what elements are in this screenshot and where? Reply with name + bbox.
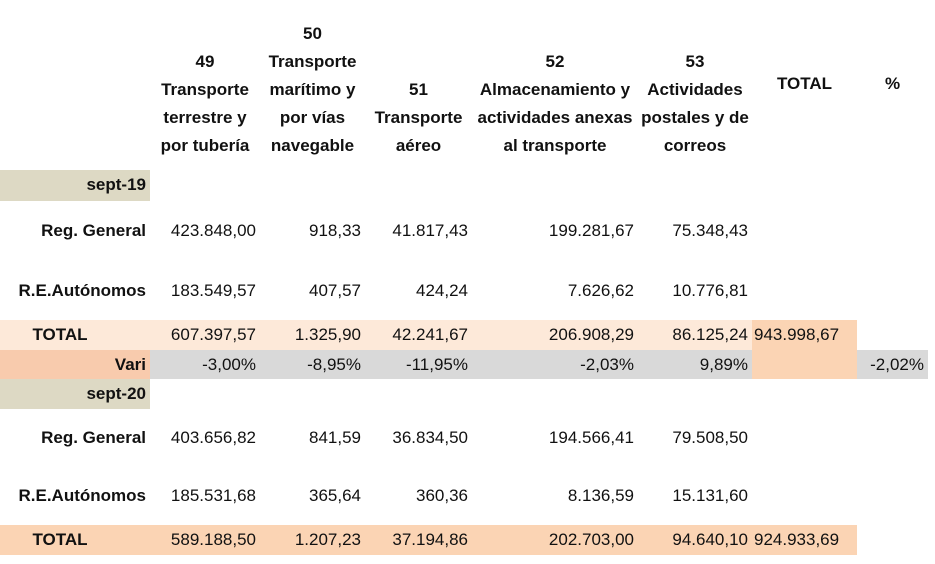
section-header: sept-19 [86, 175, 146, 194]
cell-value[interactable]: -8,95% [307, 355, 361, 374]
cell-value[interactable]: 1.207,23 [294, 530, 361, 549]
cell-value[interactable]: -2,03% [580, 355, 634, 374]
column-header: 49 Transporte terrestre y por tubería [150, 0, 260, 160]
row-label: TOTAL [32, 325, 88, 344]
cell-value[interactable]: 8.136,59 [567, 486, 634, 505]
header-text: Transporte marítimo y por vías navegable [268, 52, 357, 155]
column-header: 50 Transporte marítimo y por vías navegab… [260, 0, 365, 160]
variation-label-fill [0, 350, 150, 379]
cell-value[interactable]: 42.241,67 [392, 325, 468, 344]
cell-value[interactable]: 360,36 [416, 486, 468, 505]
cell-value[interactable]: 365,64 [309, 486, 361, 505]
header-text: Transporte terrestre y por tubería [160, 80, 250, 155]
cell-value[interactable]: 15.131,60 [672, 486, 748, 505]
variation-row-fill [150, 350, 752, 379]
cell-value[interactable]: 194.566,41 [548, 428, 634, 447]
cell-value[interactable]: 1.325,90 [294, 325, 361, 344]
row-label: Vari [114, 355, 146, 374]
cell-value[interactable]: 185.531,68 [170, 486, 256, 505]
cell-value[interactable]: 943.998,67 [754, 325, 840, 344]
header-text: % [884, 74, 901, 93]
cell-value[interactable]: 41.817,43 [392, 221, 468, 240]
cell-value[interactable]: 9,89% [699, 355, 748, 374]
header-text: Actividades postales y de correos [641, 80, 749, 155]
cell-value[interactable]: 403.656,82 [170, 428, 256, 447]
section-header-fill [0, 170, 150, 201]
cell-value[interactable]: 918,33 [309, 221, 361, 240]
cell-value[interactable]: 75.348,43 [672, 221, 748, 240]
cell-value[interactable]: 607.397,57 [170, 325, 256, 344]
cell-value[interactable]: 841,59 [309, 428, 361, 447]
row-label: R.E.Autónomos [18, 281, 147, 300]
cell-value[interactable]: 37.194,86 [392, 530, 468, 549]
section-header-fill [0, 379, 150, 409]
cell-value[interactable]: -11,95% [405, 355, 468, 374]
cell-value[interactable]: 423.848,00 [170, 221, 256, 240]
row-label: Reg. General [41, 221, 146, 240]
cell-value[interactable]: 79.508,50 [672, 428, 748, 447]
header-text: 51 [409, 80, 428, 99]
header-text: TOTAL [776, 74, 833, 93]
row-label: TOTAL [32, 530, 88, 549]
cell-value[interactable]: 36.834,50 [392, 428, 468, 447]
header-text: 52 [545, 52, 565, 71]
header-text: Almacenamiento y actividades anexas al t… [477, 80, 633, 155]
cell-value[interactable]: 94.640,10 [672, 530, 748, 549]
section-header: sept-20 [86, 384, 146, 403]
total-row-fill [0, 320, 857, 350]
header-text: 49 [195, 52, 215, 71]
cell-value[interactable]: -3,00% [202, 355, 256, 374]
row-label: R.E.Autónomos [18, 486, 147, 505]
column-header: 53 Actividades postales y de correos [638, 0, 752, 174]
cell-value[interactable]: 7.626,62 [567, 281, 634, 300]
cell-value[interactable]: 10.776,81 [672, 281, 748, 300]
header-text: 50 [303, 24, 322, 43]
column-header: 51 Transporte aéreo [365, 0, 472, 160]
cell-value[interactable]: 206.908,29 [548, 325, 634, 344]
cell-value[interactable]: 589.188,50 [170, 530, 256, 549]
variation-pct-fill [857, 350, 928, 379]
grand-total-fill [752, 320, 857, 379]
cell-value[interactable]: 86.125,24 [672, 325, 748, 344]
cell-value[interactable]: 202.703,00 [548, 530, 634, 549]
cell-value[interactable]: 424,24 [416, 281, 468, 300]
header-text: Transporte aéreo [374, 108, 463, 155]
column-header: % [857, 0, 928, 168]
cell-value[interactable]: 183.549,57 [170, 281, 256, 300]
total-row-fill [0, 525, 857, 555]
cell-value[interactable]: 199.281,67 [548, 221, 634, 240]
row-label: Reg. General [41, 428, 146, 447]
cell-value[interactable]: 924.933,69 [754, 530, 840, 549]
variation-total-pct[interactable]: -2,02% [870, 355, 924, 374]
column-header: TOTAL [752, 0, 857, 168]
cell-value[interactable]: 407,57 [309, 281, 361, 300]
column-header: 52 Almacenamiento y actividades anexas al… [472, 0, 638, 160]
header-text: 53 [685, 52, 705, 71]
